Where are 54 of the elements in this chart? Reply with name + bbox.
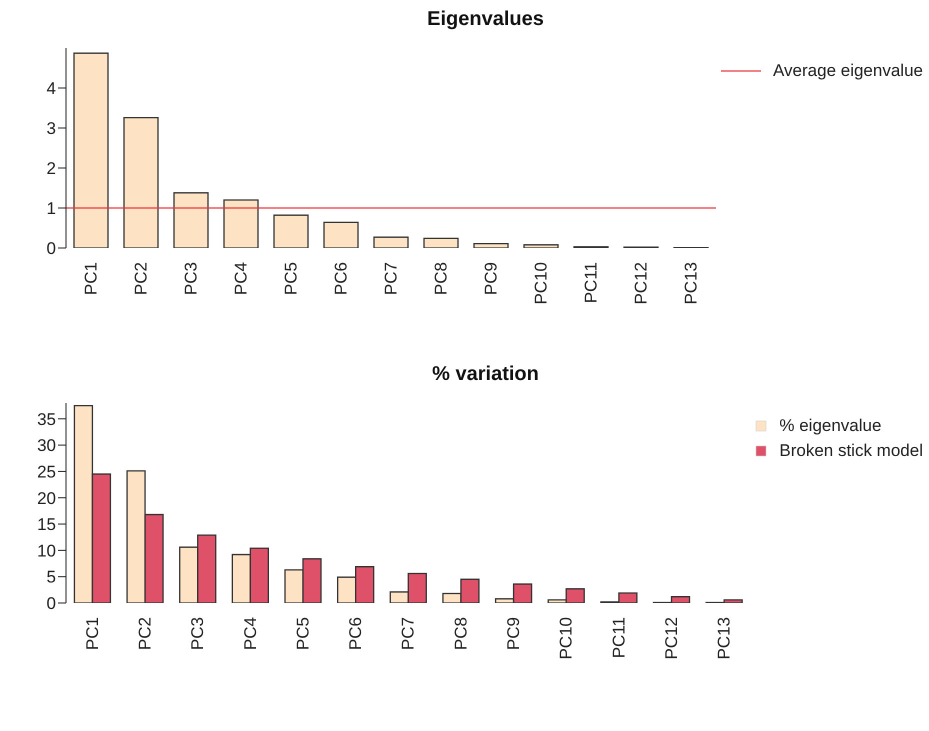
x-tick-label: PC4: [232, 262, 251, 296]
y-tick-label: 0: [46, 594, 56, 614]
x-tick-label: PC11: [582, 262, 601, 304]
legend-label: Broken stick model: [779, 440, 923, 462]
x-tick-label: PC1: [82, 262, 100, 296]
y-tick-label: 10: [37, 541, 56, 560]
x-tick-label: PC9: [482, 262, 501, 296]
bar: [373, 236, 409, 248]
y-tick-label: 30: [37, 436, 56, 456]
x-tick-label: PC3: [182, 262, 201, 296]
y-tick-label: 0: [46, 239, 56, 258]
x-tick-label: PC10: [556, 617, 576, 660]
x-tick-label: PC12: [662, 617, 681, 660]
bar: [323, 222, 359, 248]
bar: [273, 214, 309, 248]
x-tick-label: PC3: [188, 617, 208, 650]
y-tick-label: 15: [37, 515, 56, 534]
y-tick-label: 20: [37, 488, 56, 508]
x-tick-label: PC11: [609, 617, 628, 658]
y-tick-label: 1: [46, 199, 56, 218]
x-tick-label: PC7: [382, 262, 401, 296]
bar: [73, 52, 109, 248]
x-tick-label: PC12: [632, 262, 651, 305]
bar: [123, 116, 159, 248]
bar: [473, 242, 509, 248]
chart-title: Eigenvalues: [426, 8, 545, 32]
legend-label: % eigenvalue: [779, 415, 882, 437]
bar: [223, 199, 259, 248]
y-tick-label: 4: [46, 79, 56, 98]
bar: [423, 238, 459, 248]
x-tick-label: PC8: [451, 617, 470, 650]
x-tick-label: PC9: [504, 617, 523, 650]
y-tick-label: 35: [37, 410, 56, 429]
x-tick-label: PC5: [293, 617, 312, 650]
chart-title: % variation: [431, 363, 540, 387]
y-tick-label: 25: [37, 462, 56, 482]
y-tick-label: 5: [46, 568, 56, 587]
x-tick-label: PC7: [398, 617, 418, 650]
x-tick-label: PC13: [714, 617, 734, 660]
bar: [523, 244, 559, 248]
x-tick-label: PC5: [282, 262, 301, 296]
x-tick-label: PC2: [135, 617, 154, 650]
x-tick-label: PC6: [346, 617, 366, 650]
x-tick-label: PC1: [82, 617, 102, 650]
x-tick-label: PC6: [332, 262, 351, 296]
y-tick-label: 2: [46, 159, 56, 178]
x-tick-label: PC13: [682, 262, 701, 305]
y-tick-label: 3: [46, 119, 56, 138]
bar: [173, 192, 209, 248]
legend-label: Average eigenvalue: [773, 60, 923, 82]
x-tick-label: PC4: [240, 617, 260, 650]
x-tick-label: PC8: [432, 262, 451, 296]
x-tick-label: PC10: [532, 262, 551, 305]
x-tick-label: PC2: [132, 262, 150, 296]
